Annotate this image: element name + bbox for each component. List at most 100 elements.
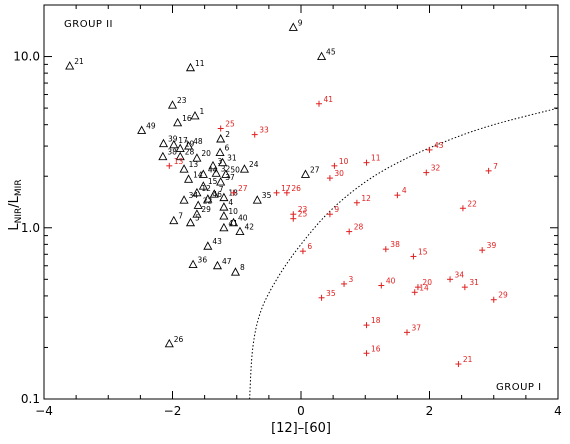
group-i-point	[251, 131, 258, 138]
x-tick-label: −2	[164, 404, 182, 418]
group-i-point-label: 6	[307, 242, 312, 251]
group-ii-point-label: 8	[240, 263, 245, 272]
group-i-point-label: 23	[298, 205, 308, 214]
group-i-point-label: 29	[498, 291, 508, 300]
group-i-point-label: 34	[455, 270, 465, 279]
group-i-point	[318, 294, 325, 301]
group-ii-point	[184, 174, 194, 183]
group-ii-label: GROUP II	[64, 19, 113, 30]
group-i-point	[217, 125, 224, 132]
group-i-point-label: 7	[493, 162, 498, 171]
x-tick-label: −4	[35, 404, 53, 418]
group-i-point-label: 30	[334, 169, 344, 178]
group-i-point	[283, 189, 290, 196]
group-i-point	[363, 322, 370, 329]
group-ii-point-label: 28	[185, 148, 195, 157]
divider-curve-layer	[249, 107, 559, 400]
group-ii-point	[230, 267, 241, 276]
group-ii-point-label: 45	[326, 48, 336, 57]
group-i-point-label: 3	[349, 275, 354, 284]
group-ii-point-label: 42	[244, 223, 254, 232]
group-ii-point	[164, 338, 174, 348]
group-i-point	[479, 247, 486, 254]
group-ii-point-label: 50	[230, 165, 240, 174]
group-i-point	[378, 282, 385, 289]
y-tick-label: 10.0	[13, 50, 40, 64]
group-ii-point-label: 6	[225, 144, 230, 153]
group-i-point	[166, 162, 173, 169]
group-i-point-label: 40	[386, 277, 396, 286]
axis-ticks: −4 −2 0 2 410.01.00.1	[13, 4, 562, 418]
group-ii-point	[175, 151, 185, 161]
group-i-point	[461, 284, 468, 291]
group-i-point	[346, 228, 353, 235]
group-ii-point	[219, 222, 229, 232]
group-ii-point-label: 48	[193, 137, 203, 146]
group-ii-point	[219, 202, 229, 211]
group-i-point-label: 9	[334, 205, 339, 214]
group-i-point-label: 41	[323, 95, 333, 104]
group-i-point-label: 21	[463, 355, 473, 364]
group-i-point	[326, 211, 333, 218]
y-axis-label-main: L	[7, 223, 22, 231]
group-ii-point-label: 13	[189, 160, 199, 169]
group-i-point	[273, 189, 280, 196]
group-ii-point-label: 23	[177, 96, 187, 105]
group-ii-point-label: 1	[199, 107, 204, 116]
group-ii-point	[317, 51, 327, 60]
group-i-point-label: 11	[371, 154, 381, 163]
group-i-point-label: 37	[412, 323, 422, 332]
group-ii-point	[198, 169, 208, 178]
group-i-label: GROUP I	[496, 382, 542, 393]
group-ii-point-label: 47	[222, 257, 232, 266]
group-ii-point	[235, 226, 245, 236]
group-i-point	[447, 276, 454, 283]
group-ii-point-label: 31	[227, 154, 237, 163]
group-ii-point	[221, 169, 231, 178]
group-ii-point-label: 20	[201, 149, 211, 158]
group-ii-point-label: 10	[228, 207, 238, 216]
group-i-point-label: 32	[431, 164, 441, 173]
group-i-point-label: 16	[371, 344, 381, 353]
group-i-point-label: 20	[422, 278, 432, 287]
group-ii-point	[211, 168, 221, 177]
group-ii-point	[212, 260, 223, 270]
group-ii-point	[65, 61, 75, 70]
group-ii-point	[228, 217, 239, 227]
group-ii-point	[190, 110, 200, 120]
group-i-point-label: 22	[467, 199, 477, 208]
group-ii-point	[216, 134, 226, 143]
y-tick-label: 1.0	[21, 221, 40, 235]
group-ii-point-label: 21	[74, 57, 84, 66]
group-i-point-label: 14	[419, 283, 429, 292]
group-i-point-label: 18	[371, 316, 381, 325]
group-ii-point	[203, 241, 213, 250]
group-ii-point-label: 29	[201, 205, 211, 214]
group-ii-point-label: 40	[238, 214, 248, 223]
group-ii-point	[167, 100, 178, 109]
group-ii-point-label: 26	[174, 335, 184, 344]
group-ii-point-label: 9	[298, 18, 303, 27]
group-ii-point-label: 17	[178, 136, 188, 145]
group-ii-point-label: 3	[217, 157, 222, 166]
group-ii-point-label: 46	[212, 190, 222, 199]
group-i-point	[290, 215, 297, 222]
group-ii-point	[158, 151, 168, 161]
group-i-point	[315, 100, 322, 107]
group-i-point	[411, 289, 418, 296]
group-i-point	[414, 284, 421, 291]
y-axis-label-sub1: NIR	[14, 208, 24, 224]
group-ii-point	[203, 194, 213, 203]
group-i-point	[341, 280, 348, 287]
group-i-point	[363, 159, 370, 166]
group-ii-point-label: 35	[262, 191, 272, 200]
group-ii-point	[215, 147, 225, 156]
group-ii-point	[184, 141, 194, 150]
group-ii-point-label: 41	[228, 219, 238, 228]
x-tick-label: 4	[554, 404, 562, 418]
group-i-point	[490, 296, 497, 303]
divider-curve	[249, 107, 559, 400]
group-ii-point-label: 16	[182, 114, 192, 123]
group-i-point	[426, 146, 433, 153]
